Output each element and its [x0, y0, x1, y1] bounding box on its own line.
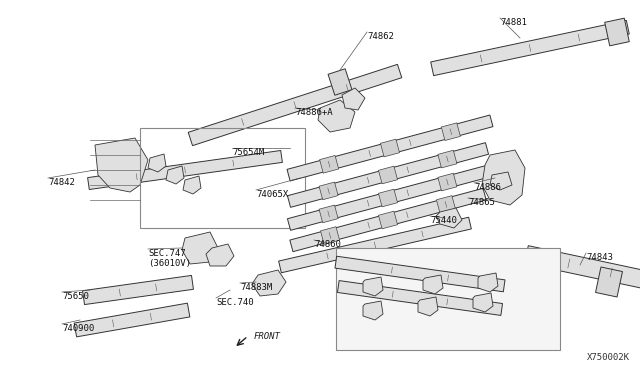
Polygon shape	[431, 20, 629, 76]
Polygon shape	[287, 166, 488, 230]
Polygon shape	[188, 64, 402, 146]
Text: 74065X: 74065X	[256, 190, 288, 199]
Polygon shape	[319, 205, 338, 223]
Text: 740900: 740900	[62, 324, 94, 333]
Text: X750002K: X750002K	[587, 353, 630, 362]
Polygon shape	[378, 189, 397, 207]
Polygon shape	[321, 227, 340, 244]
Polygon shape	[442, 123, 460, 141]
Text: 74843: 74843	[586, 253, 613, 262]
Polygon shape	[478, 273, 498, 292]
Polygon shape	[290, 188, 486, 252]
Text: SEC.740: SEC.740	[216, 298, 253, 307]
Polygon shape	[436, 196, 456, 213]
Polygon shape	[166, 166, 184, 184]
Polygon shape	[278, 217, 471, 273]
Polygon shape	[525, 246, 640, 290]
Polygon shape	[436, 208, 462, 228]
Polygon shape	[378, 211, 397, 229]
Polygon shape	[605, 18, 629, 46]
Polygon shape	[378, 166, 397, 184]
Text: 74865: 74865	[468, 198, 495, 207]
Bar	[336, 248, 560, 350]
Polygon shape	[287, 115, 493, 181]
Text: 75650: 75650	[62, 292, 89, 301]
Polygon shape	[490, 172, 512, 190]
Polygon shape	[319, 155, 339, 173]
Polygon shape	[342, 88, 365, 110]
Bar	[140, 128, 305, 228]
Polygon shape	[83, 275, 193, 305]
Polygon shape	[182, 232, 218, 264]
Text: 74883M: 74883M	[240, 283, 272, 292]
Text: 75654M: 75654M	[232, 148, 264, 157]
Polygon shape	[438, 173, 457, 191]
Polygon shape	[363, 277, 383, 296]
Polygon shape	[319, 182, 338, 200]
Text: 74886: 74886	[474, 183, 501, 192]
Text: 75440: 75440	[430, 216, 457, 225]
Polygon shape	[423, 275, 443, 294]
Polygon shape	[596, 267, 623, 297]
Polygon shape	[328, 69, 352, 95]
Text: 74886+A: 74886+A	[295, 108, 333, 117]
Polygon shape	[148, 154, 166, 172]
Text: FRONT: FRONT	[254, 332, 281, 341]
Polygon shape	[363, 301, 383, 320]
Text: (36010V): (36010V)	[148, 259, 191, 268]
Polygon shape	[337, 280, 502, 315]
Polygon shape	[473, 293, 493, 312]
Polygon shape	[418, 297, 438, 316]
Polygon shape	[95, 138, 148, 192]
Polygon shape	[88, 151, 282, 189]
Text: 74881: 74881	[500, 18, 527, 27]
Polygon shape	[335, 256, 505, 292]
Polygon shape	[318, 100, 355, 132]
Polygon shape	[380, 139, 399, 157]
Text: SEC.747: SEC.747	[148, 249, 186, 258]
Polygon shape	[252, 270, 286, 296]
Polygon shape	[206, 244, 234, 266]
Polygon shape	[482, 150, 525, 205]
Polygon shape	[74, 303, 190, 337]
Polygon shape	[438, 150, 457, 168]
Polygon shape	[287, 143, 488, 207]
Text: 74842: 74842	[48, 178, 75, 187]
Text: 74860: 74860	[314, 240, 341, 249]
Text: 74862: 74862	[367, 32, 394, 41]
Polygon shape	[183, 176, 201, 194]
